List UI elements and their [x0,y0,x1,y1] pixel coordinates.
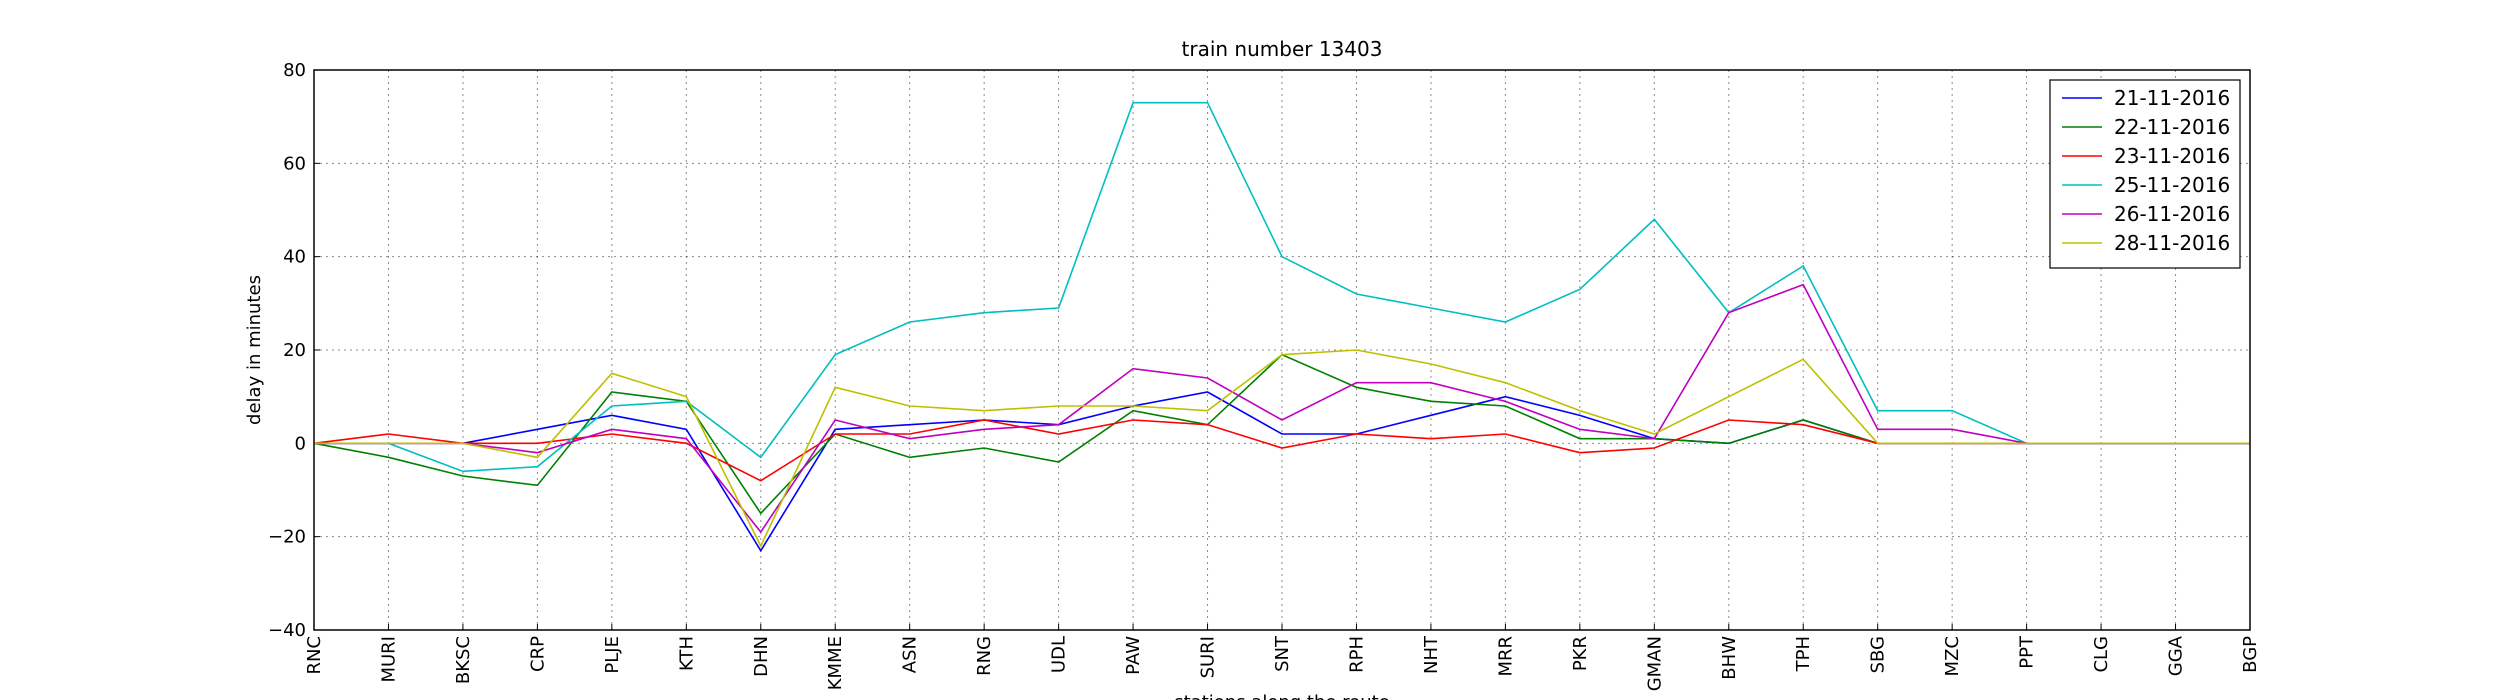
y-tick-label: 60 [283,153,306,174]
x-tick-label: MURI [378,636,399,683]
series-line [314,101,2250,473]
plot-frame [313,69,2251,631]
x-tick-label: GMAN [1644,636,1665,691]
x-tick-label: ASN [900,636,921,673]
x-tick-label: PPT [2017,635,2038,669]
series-line [313,419,2250,482]
x-tick-label: CLG [2091,636,2112,673]
x-tick-label: MZC [1942,636,1963,676]
x-tick-label: MRR [1495,636,1516,677]
legend-label: 21-11-2016 [2114,86,2230,110]
legend-box [2049,79,2241,269]
x-tick-label: SURI [1198,636,1219,678]
x-tick-label: PAW [1123,636,1144,675]
x-tick-label: DHN [751,636,772,677]
y-tick-label: 0 [295,433,306,454]
legend-label: 23-11-2016 [2114,144,2230,168]
x-tick-label: UDL [1049,636,1070,673]
y-tick-label: −40 [268,620,306,641]
y-tick-label: 40 [283,247,306,268]
y-tick-label: 20 [283,340,306,361]
x-tick-label: KTH [676,636,697,671]
x-tick-label: BGP [2240,636,2261,673]
x-tick-label: CRP [527,636,548,672]
x-tick-label: KMME [825,636,846,690]
legend-label: 22-11-2016 [2114,115,2230,139]
x-tick-label: RPH [1346,636,1367,673]
chart-title: train number 13403 [1182,37,1383,61]
legend-label: 25-11-2016 [2114,173,2230,197]
series-line [314,283,2250,534]
y-tick-label: −20 [268,527,306,548]
x-tick-label: GGA [2166,635,2187,676]
x-tick-label: TPH [1793,636,1814,672]
x-tick-label: RNG [974,636,995,676]
x-tick-label: RNC [304,636,325,675]
x-tick-label: NHT [1421,635,1442,674]
x-tick-label: SNT [1272,635,1293,672]
legend-label: 28-11-2016 [2114,231,2230,255]
legend-label: 26-11-2016 [2114,202,2230,226]
x-tick-label: BKSC [453,636,474,684]
series-line [314,349,2250,548]
x-tick-label: BHW [1719,636,1740,680]
y-axis-label: delay in minutes [244,275,265,425]
x-axis-label: stations along the route [1174,692,1389,700]
x-tick-label: SBG [1868,636,1889,673]
x-tick-label: PLJE [602,636,623,674]
y-tick-label: 80 [283,60,306,81]
x-tick-label: PKR [1570,636,1591,671]
